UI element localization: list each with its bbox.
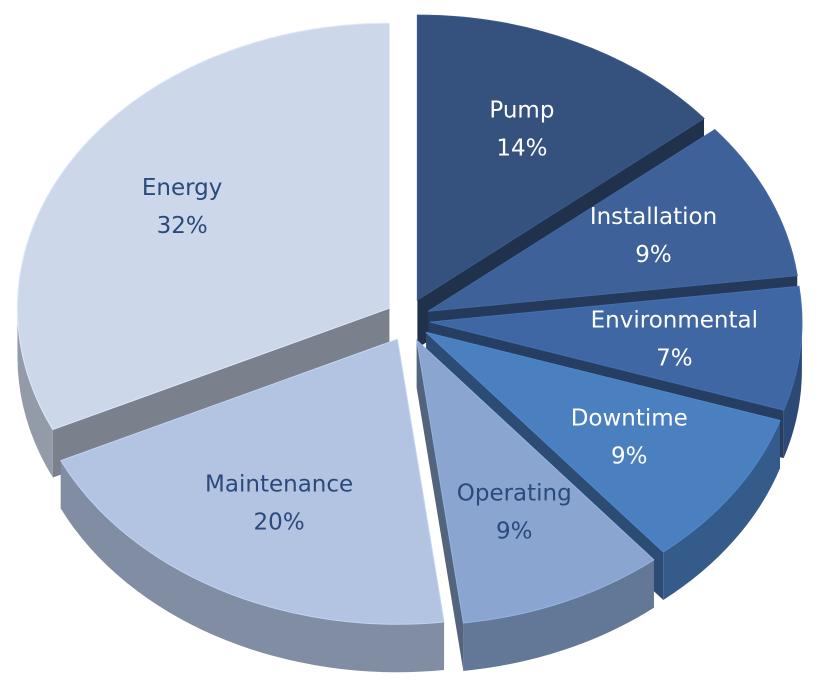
slice-side	[663, 420, 780, 600]
slice-value-label: 7%	[656, 345, 693, 371]
slice-side	[783, 322, 802, 459]
slice-value-label: 9%	[635, 242, 672, 268]
pie-slice	[429, 285, 803, 411]
slice-label: Energy	[142, 175, 223, 201]
pie-slice	[416, 338, 655, 624]
slice-side	[463, 559, 654, 671]
pie-slice	[16, 22, 390, 431]
pie-slice	[60, 338, 445, 625]
slice-side	[60, 460, 445, 673]
slice-value-label: 9%	[496, 518, 533, 544]
pie-slice	[425, 331, 781, 553]
slice-label: Environmental	[591, 307, 758, 333]
slice-label: Pump	[489, 97, 554, 123]
pie-slice	[416, 14, 705, 302]
slice-wall	[416, 340, 464, 671]
slice-label: Installation	[590, 204, 717, 230]
slice-value-label: 9%	[611, 444, 648, 470]
pie-slice	[427, 128, 798, 312]
slice-label: Operating	[457, 480, 572, 506]
slice-value-label: 14%	[496, 135, 547, 161]
slice-label: Downtime	[571, 406, 688, 432]
slice-label: Maintenance	[205, 472, 353, 498]
slice-value-label: 20%	[254, 510, 305, 536]
slice-side	[17, 308, 53, 478]
slice-value-label: 32%	[157, 213, 208, 239]
